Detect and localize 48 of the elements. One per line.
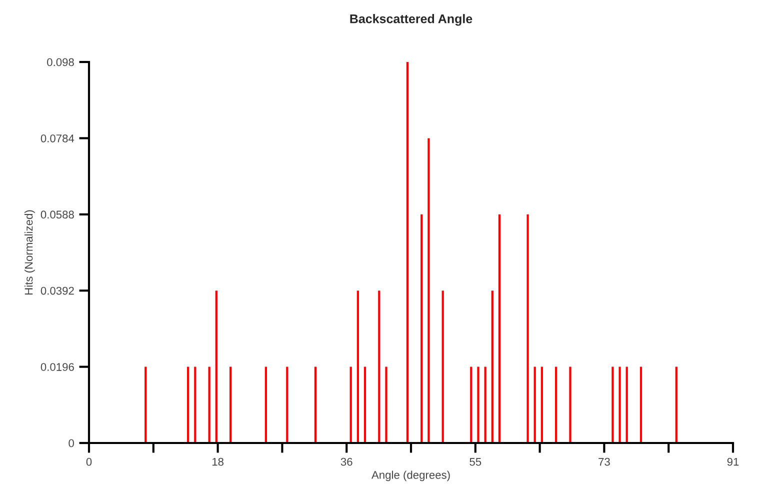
y-tick-label: 0: [68, 439, 74, 448]
bar: [356, 290, 359, 443]
x-tick-label: 73: [598, 458, 610, 466]
bar: [626, 366, 628, 443]
bar: [194, 366, 196, 443]
bar: [264, 366, 267, 443]
bar: [428, 138, 430, 443]
bar: [569, 366, 572, 443]
bar: [350, 366, 352, 443]
bar: [534, 366, 536, 443]
bar: [144, 366, 147, 443]
bar: [314, 366, 317, 443]
bar: [612, 366, 614, 443]
bar: [470, 366, 472, 443]
bar: [442, 290, 444, 443]
y-tick-label: 0.0196: [40, 363, 74, 371]
bar: [640, 366, 642, 443]
bar: [208, 366, 210, 443]
bar: [385, 366, 388, 443]
x-tick-label: 0: [86, 458, 92, 466]
bar: [406, 62, 409, 443]
bar: [286, 366, 288, 443]
bar: [420, 214, 423, 443]
chart-title: Backscattered Angle: [350, 14, 472, 26]
x-tick-label: 18: [212, 458, 224, 466]
y-axis-title: Hits (Normalized): [24, 210, 35, 294]
bar: [498, 214, 501, 443]
y-tick-label: 0.0784: [40, 134, 74, 142]
x-tick-label: 55: [470, 458, 482, 466]
bar: [555, 366, 558, 443]
y-tick-label: 0.0588: [40, 210, 74, 219]
bar: [364, 366, 366, 443]
bar: [229, 366, 232, 443]
bar: [526, 214, 529, 443]
y-tick-label: 0.0392: [40, 286, 74, 295]
bar: [540, 366, 543, 443]
bar: [215, 290, 218, 443]
y-tick-label: 0.098: [47, 58, 74, 66]
bar: [477, 366, 480, 443]
x-tick-label: 36: [340, 458, 352, 466]
x-axis-title: Angle (degrees): [371, 470, 450, 482]
bar: [618, 366, 621, 443]
x-tick-label: 91: [727, 458, 739, 466]
bar: [484, 366, 486, 443]
bar: [187, 366, 190, 443]
bar: [491, 290, 494, 443]
bar: [378, 290, 380, 443]
bar: [675, 366, 678, 443]
